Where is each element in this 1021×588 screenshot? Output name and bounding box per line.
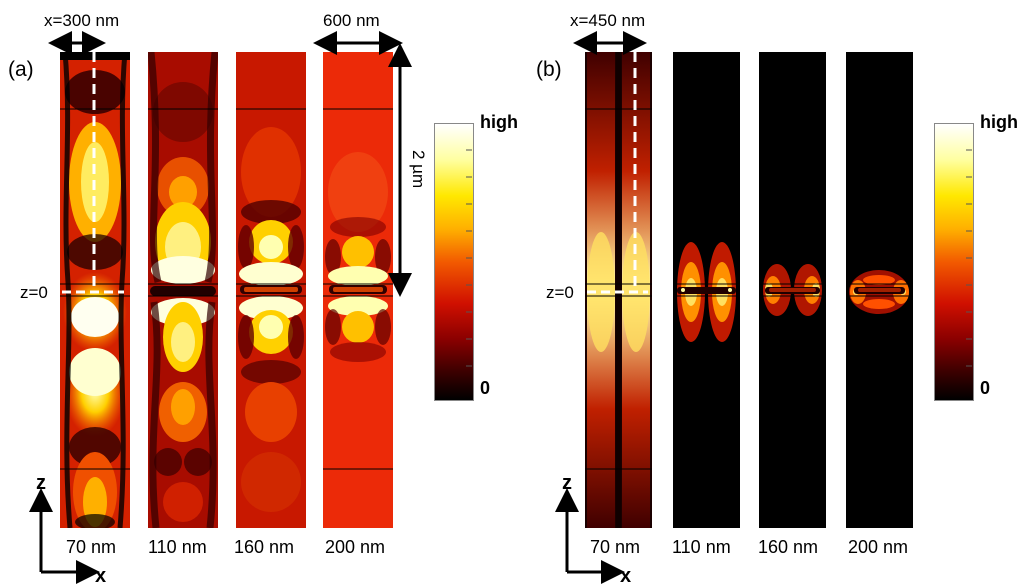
panel-a-600nm-label: 600 nm xyxy=(323,11,380,30)
panel-a-col-110nm-label: 110 nm xyxy=(148,537,207,557)
panel-a-col-160nm-label: 160 nm xyxy=(234,537,295,557)
panel-b-axis-x-label: x xyxy=(620,565,632,587)
panel-b-colorbar xyxy=(934,123,974,401)
field-b-160nm xyxy=(759,52,826,528)
field-a-70nm xyxy=(60,52,130,528)
panel-a-colorbar-ticks xyxy=(466,149,472,367)
panel-a-label: (a) xyxy=(8,58,34,81)
panel-a-col-200nm-label: 200 nm xyxy=(325,537,386,557)
panel-a-colorbar xyxy=(434,123,474,401)
panel-b-col-200nm-label: 200 nm xyxy=(848,537,909,557)
panel-b-axis-z-label: z xyxy=(562,472,572,494)
panel-b-col-110nm-label: 110 nm xyxy=(672,537,731,557)
panel-b-colorbar-low-label: 0 xyxy=(980,378,991,398)
field-b-200nm xyxy=(846,52,913,528)
field-b-70nm xyxy=(585,52,652,528)
panel-b-col-160nm-label: 160 nm xyxy=(758,537,819,557)
panel-a-col-70nm-label: 70 nm xyxy=(66,537,117,557)
field-a-110nm xyxy=(148,52,218,528)
panel-a-z0-label: z=0 xyxy=(20,283,48,302)
panel-b-colorbar-high-label: high xyxy=(980,112,1018,132)
panel-b-z0-label: z=0 xyxy=(546,283,574,302)
panel-b-label: (b) xyxy=(536,58,562,81)
panel-a-axis-z-label: z xyxy=(36,472,46,494)
panel-b-col-70nm-label: 70 nm xyxy=(590,537,641,557)
panel-b-colorbar-ticks xyxy=(966,149,972,367)
panel-a-axis-x-label: x xyxy=(95,565,107,587)
panel-a-colorbar-high-label: high xyxy=(480,112,518,132)
panel-b-width-annotation: x=450 nm xyxy=(570,11,646,30)
field-b-110nm xyxy=(673,52,740,528)
panel-a-width-annotation: x=300 nm xyxy=(44,11,120,30)
field-a-160nm xyxy=(236,52,306,528)
panel-a-colorbar-low-label: 0 xyxy=(480,378,491,398)
field-a-200nm xyxy=(323,52,393,528)
